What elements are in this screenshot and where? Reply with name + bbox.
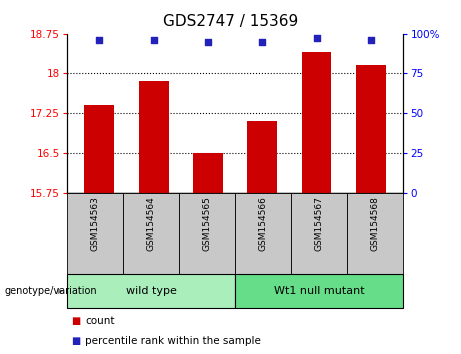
Bar	[193, 153, 223, 193]
Bar	[139, 81, 169, 193]
Bar	[84, 105, 114, 193]
Point	[96, 37, 103, 43]
Text: ■: ■	[71, 316, 81, 326]
Text: ■: ■	[71, 336, 81, 346]
Text: count: count	[85, 316, 115, 326]
Bar	[247, 121, 277, 193]
Point	[367, 37, 374, 43]
Text: GSM154568: GSM154568	[371, 196, 380, 251]
Bar	[291, 193, 347, 274]
Bar	[235, 274, 403, 308]
Bar	[235, 193, 291, 274]
Bar	[301, 52, 331, 193]
Text: GSM154564: GSM154564	[147, 196, 155, 251]
Bar	[67, 274, 235, 308]
Text: percentile rank within the sample: percentile rank within the sample	[85, 336, 261, 346]
Text: GSM154566: GSM154566	[259, 196, 268, 251]
Polygon shape	[58, 288, 63, 295]
Bar	[67, 193, 123, 274]
Text: Wt1 null mutant: Wt1 null mutant	[274, 286, 365, 296]
Text: GDS2747 / 15369: GDS2747 / 15369	[163, 14, 298, 29]
Bar	[356, 65, 386, 193]
Text: GSM154563: GSM154563	[90, 196, 100, 251]
Point	[259, 39, 266, 45]
Point	[313, 35, 320, 41]
Bar	[347, 193, 403, 274]
Text: GSM154567: GSM154567	[315, 196, 324, 251]
Point	[150, 37, 157, 43]
Bar	[179, 193, 235, 274]
Text: GSM154565: GSM154565	[202, 196, 212, 251]
Bar	[123, 193, 179, 274]
Text: wild type: wild type	[125, 286, 177, 296]
Text: genotype/variation: genotype/variation	[5, 286, 97, 296]
Point	[204, 39, 212, 45]
